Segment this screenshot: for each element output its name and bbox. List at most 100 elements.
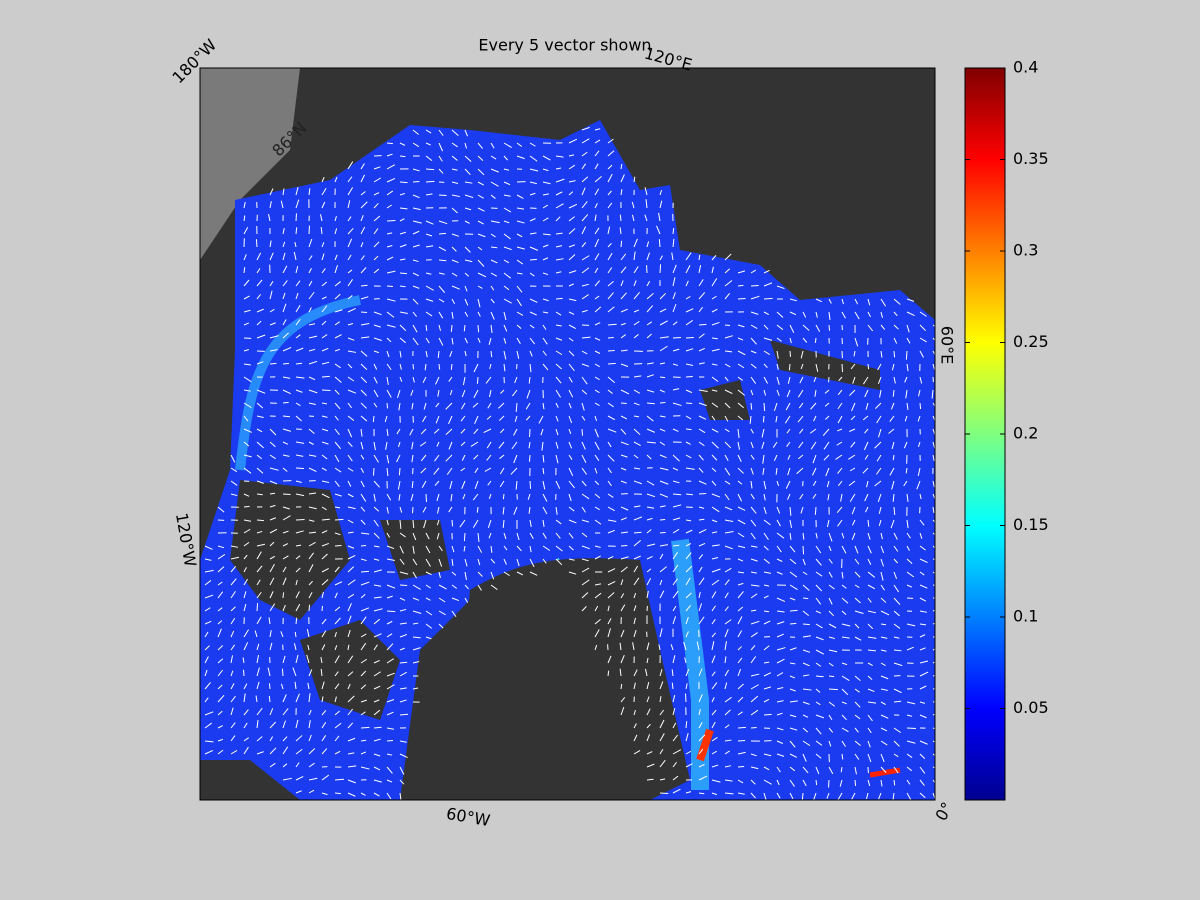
- vector-arrow: [802, 610, 810, 617]
- vector-arrow: [620, 454, 628, 458]
- vector-arrow: [204, 749, 214, 755]
- vector-arrow: [308, 693, 311, 703]
- vector-arrow: [724, 506, 733, 511]
- vector-arrow: [269, 736, 274, 742]
- vector-arrow: [295, 544, 302, 547]
- vector-arrow: [750, 571, 757, 574]
- vector-arrow: [412, 610, 422, 614]
- vector-arrow: [282, 415, 291, 418]
- vector-arrow: [477, 285, 483, 289]
- vector-arrow: [399, 311, 408, 315]
- vector-arrow: [464, 220, 470, 224]
- vector-arrow: [773, 454, 778, 461]
- vector-arrow: [837, 428, 843, 432]
- vector-arrow: [372, 415, 375, 423]
- vector-arrow: [282, 543, 289, 547]
- current: [235, 295, 361, 471]
- vector-arrow: [445, 428, 453, 436]
- vector-arrow: [607, 415, 616, 421]
- vector-arrow: [386, 142, 393, 145]
- vector-arrow: [527, 493, 531, 500]
- vector-arrow: [724, 682, 728, 690]
- vector-arrow: [763, 595, 769, 599]
- vector-arrow: [217, 566, 225, 573]
- vector-arrow: [607, 529, 615, 534]
- vector-arrow: [620, 428, 627, 435]
- vector-arrow: [256, 707, 263, 716]
- vector-arrow: [477, 181, 484, 186]
- vector-arrow: [607, 592, 615, 599]
- vector-arrow: [334, 281, 341, 287]
- vector-arrow: [438, 129, 444, 136]
- vector-arrow: [919, 685, 927, 690]
- vector-arrow: [867, 623, 874, 630]
- vector-arrow: [581, 567, 590, 573]
- vector-arrow: [321, 506, 327, 511]
- vector-arrow: [724, 750, 730, 755]
- vector-arrow: [256, 467, 264, 474]
- vector-arrow: [724, 606, 729, 612]
- vector-arrow: [932, 779, 935, 784]
- vector-arrow: [555, 558, 563, 566]
- vector-arrow: [396, 389, 401, 398]
- vector-arrow: [516, 285, 523, 293]
- vector-arrow: [295, 591, 300, 599]
- vector-arrow: [787, 376, 791, 384]
- vector-arrow: [724, 467, 731, 476]
- vector-arrow: [399, 192, 405, 196]
- vector-arrow: [581, 441, 586, 450]
- vector-arrow: [308, 280, 313, 287]
- vector-arrow: [750, 454, 755, 460]
- vector-arrow: [724, 669, 730, 677]
- vector-arrow: [485, 376, 492, 384]
- vector-arrow: [698, 566, 703, 573]
- vector-arrow: [850, 415, 856, 421]
- vector-arrow: [529, 545, 532, 553]
- vector-arrow: [633, 238, 638, 248]
- vector-arrow: [633, 251, 636, 261]
- vector-arrow: [490, 311, 495, 320]
- vector-arrow: [282, 428, 292, 432]
- vector-arrow: [347, 603, 352, 612]
- vector-arrow: [802, 714, 809, 718]
- map-frame: [199, 67, 936, 801]
- vector-arrow: [893, 610, 900, 617]
- vector-arrow: [594, 402, 600, 406]
- vector-arrow: [724, 350, 733, 353]
- vector-arrow: [880, 688, 888, 691]
- vector-arrow: [796, 467, 804, 475]
- vector-arrow: [334, 428, 340, 435]
- vector-arrow: [749, 415, 752, 424]
- vector-arrow: [490, 571, 495, 580]
- vector-arrow: [295, 719, 299, 729]
- vector-arrow: [763, 698, 770, 703]
- vector-arrow: [282, 555, 289, 560]
- vector-arrow: [698, 763, 705, 768]
- vector-arrow: [607, 605, 610, 612]
- vector-arrow: [529, 142, 536, 147]
- vector-arrow: [433, 428, 440, 434]
- vector-arrow: [334, 506, 341, 509]
- vector-arrow: [308, 580, 313, 586]
- vector-arrow: [864, 428, 869, 434]
- vector-arrow: [243, 709, 249, 716]
- vector-arrow: [542, 363, 549, 371]
- vector-arrow: [542, 402, 545, 410]
- vector-arrow: [282, 265, 288, 274]
- vector-arrow: [594, 350, 601, 354]
- vector-arrow: [386, 792, 392, 800]
- vector-arrow: [672, 238, 675, 248]
- vector-arrow: [798, 402, 804, 409]
- vector-arrow: [295, 292, 299, 300]
- vector-arrow: [932, 727, 935, 730]
- vector-arrow: [607, 441, 612, 448]
- vector-arrow: [347, 765, 357, 768]
- vector-arrow: [295, 454, 304, 457]
- vector-arrow: [425, 545, 431, 554]
- vector-arrow: [438, 311, 444, 319]
- vector-arrow: [646, 642, 650, 651]
- vector-arrow: [347, 441, 353, 447]
- vector-arrow: [789, 584, 798, 590]
- vector-arrow: [659, 336, 669, 339]
- vector-arrow: [542, 519, 545, 527]
